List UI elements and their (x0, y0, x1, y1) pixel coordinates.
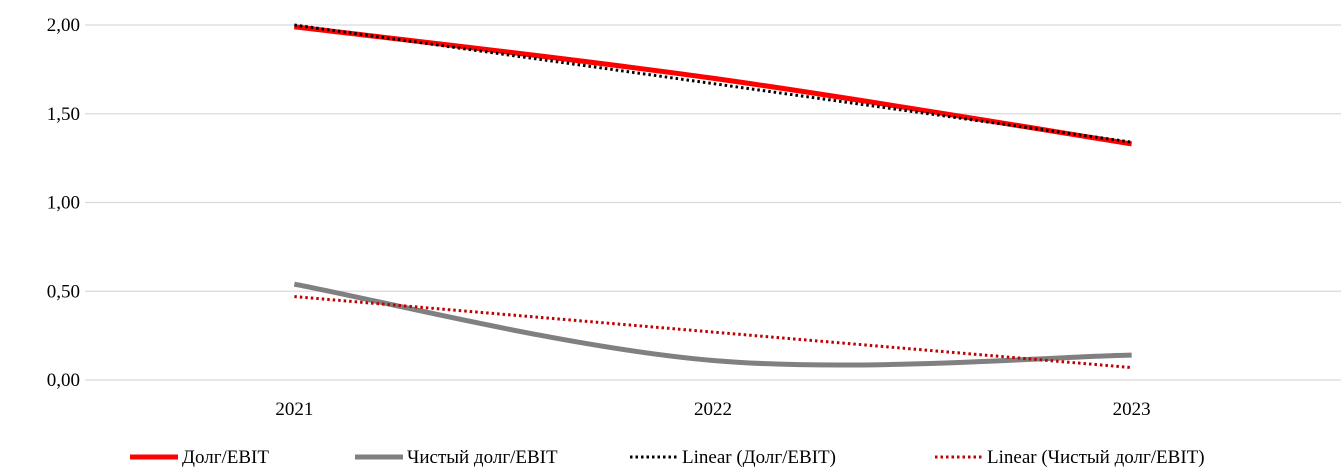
y-tick-label: 0,00 (47, 370, 80, 391)
legend-label: Долг/EBIT (182, 447, 269, 468)
legend-item: Чистый долг/EBIT (355, 447, 558, 468)
legend-item: Долг/EBIT (130, 447, 269, 468)
x-tick-label: 2022 (694, 399, 732, 420)
x-tick-label: 2023 (1113, 399, 1151, 420)
series-line-0 (294, 24, 1133, 147)
x-tick-label: 2021 (275, 399, 313, 420)
x-axis: 2021 2022 2023 (275, 399, 1150, 420)
legend-item: Linear (Чистый долг/EBIT) (935, 447, 1205, 468)
legend-label: Linear (Долг/EBIT) (682, 447, 836, 468)
y-tick-label: 1,50 (47, 104, 80, 125)
series-line-3 (294, 295, 1132, 370)
y-tick-label: 2,00 (47, 15, 80, 36)
series-lines (293, 23, 1133, 370)
series-line-2 (294, 23, 1132, 144)
y-tick-label: 1,00 (47, 193, 80, 214)
legend-label: Linear (Чистый долг/EBIT) (987, 447, 1205, 468)
legend: Долг/EBIT Чистый долг/EBIT Linear (Долг/EB… (130, 447, 1205, 468)
y-axis: 0,00 0,50 1,00 1,50 2,00 (47, 15, 80, 391)
series-line-1 (293, 281, 1132, 368)
legend-item: Linear (Долг/EBIT) (630, 447, 836, 468)
legend-label: Чистый долг/EBIT (407, 447, 558, 468)
y-tick-label: 0,50 (47, 281, 80, 302)
